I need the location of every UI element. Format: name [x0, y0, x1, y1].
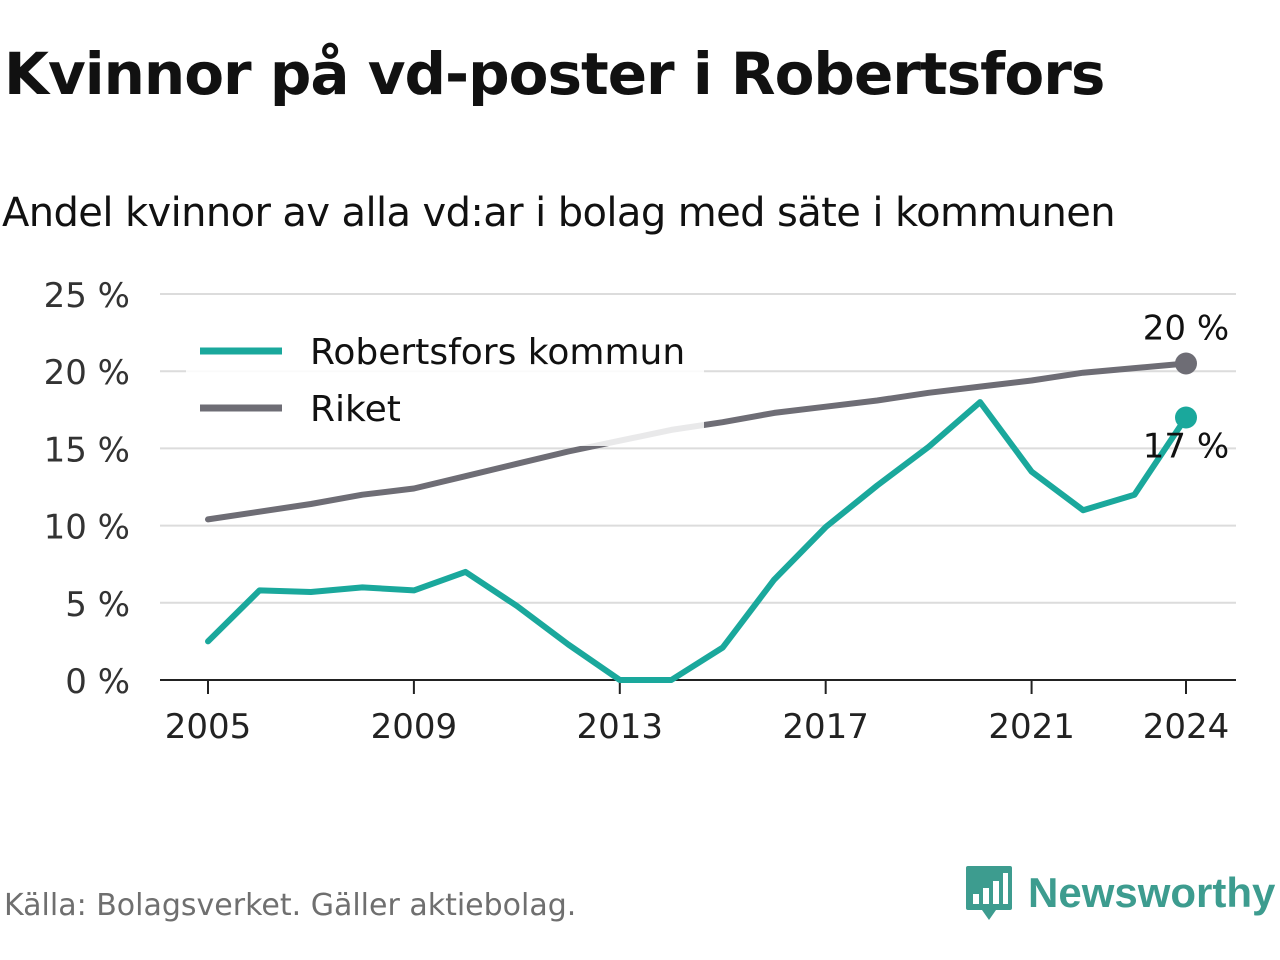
- x-tick-label: 2021: [988, 707, 1075, 747]
- y-tick-label: 20 %: [44, 353, 130, 393]
- y-tick-label: 0 %: [65, 662, 130, 702]
- y-tick-label: 10 %: [44, 508, 130, 548]
- bar-chart-speech-bubble-icon: [966, 866, 1012, 920]
- x-axis: 2005 2009 2013 2017 2021 2024: [160, 679, 1236, 747]
- y-tick-label: 5 %: [65, 585, 130, 625]
- end-point-marker: [1175, 406, 1197, 429]
- brand-name: Newsworthy: [1028, 869, 1276, 916]
- x-tick-label: 2024: [1143, 707, 1230, 747]
- x-tick-label: 2005: [165, 707, 252, 747]
- end-markers: 17 % 20 %: [1143, 308, 1229, 466]
- x-tick-label: 2013: [577, 707, 664, 747]
- end-point-marker: [1175, 352, 1197, 375]
- x-tick-label: 2017: [782, 707, 869, 747]
- series-line-robertsfors-kommun: [205, 399, 1189, 683]
- chart-title: Kvinnor på vd-poster i Robertsfors: [4, 40, 1105, 108]
- end-value-label: 17 %: [1143, 427, 1229, 467]
- legend: Robertsfors kommun Riket: [186, 322, 704, 446]
- y-axis-tick-labels: 0 % 5 % 10 % 15 % 20 % 25 %: [44, 276, 130, 702]
- chart-subtitle: Andel kvinnor av alla vd:ar i bolag med …: [2, 190, 1116, 236]
- source-note: Källa: Bolagsverket. Gäller aktiebolag.: [4, 888, 577, 923]
- brand-logo: Newsworthy: [964, 864, 1275, 922]
- end-value-label: 20 %: [1143, 308, 1229, 348]
- x-tick-label: 2009: [371, 707, 458, 747]
- y-tick-label: 25 %: [44, 276, 130, 316]
- legend-background: [186, 322, 704, 446]
- legend-label: Robertsfors kommun: [310, 332, 685, 373]
- y-tick-label: 15 %: [44, 430, 130, 470]
- legend-label: Riket: [310, 389, 401, 430]
